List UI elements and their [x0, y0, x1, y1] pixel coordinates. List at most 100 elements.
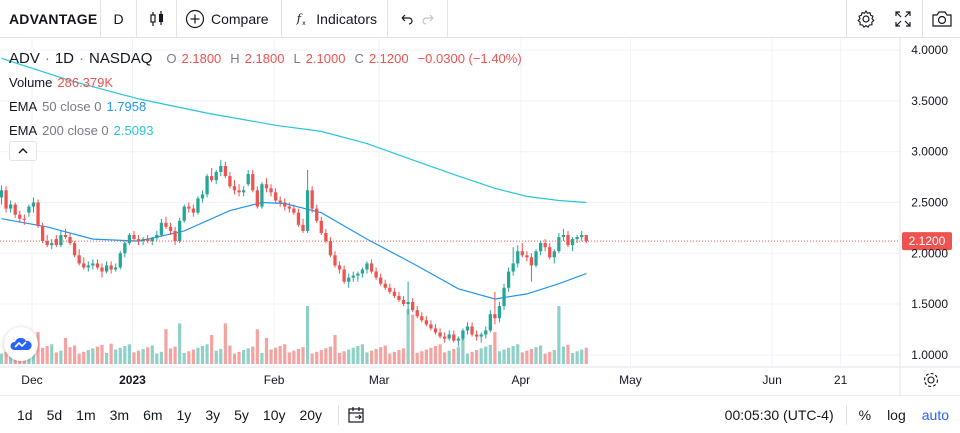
gear-icon: [856, 9, 875, 29]
candle-body: [191, 208, 196, 213]
fullscreen-button[interactable]: [884, 0, 922, 38]
volume-bar: [95, 346, 100, 364]
volume-bar: [401, 348, 406, 364]
volume-bar: [570, 352, 575, 364]
candle-body: [219, 165, 223, 173]
volume-bar: [36, 332, 40, 364]
settings-button[interactable]: [846, 0, 884, 38]
axis-settings-button[interactable]: [923, 372, 939, 388]
volume-bar: [100, 344, 104, 364]
volume-bar: [251, 346, 255, 364]
price-axis: 4.0000 3.5000 3.0000 2.5000 2.0000 1.5000 1.00…: [911, 43, 948, 362]
candle-body: [529, 257, 534, 266]
bottom-right-controls: 00:05:30 (UTC-4) % log auto: [717, 396, 960, 433]
time-tick-label: 21: [834, 373, 848, 387]
ema200-label: EMA: [9, 122, 38, 138]
legend-volume-row[interactable]: Volume 286.379K: [9, 70, 526, 94]
candle-body: [100, 267, 104, 272]
log-toggle[interactable]: log: [887, 406, 906, 423]
volume-bar: [415, 352, 419, 364]
tradingview-logo-button[interactable]: [4, 327, 38, 361]
volume-bar: [210, 335, 214, 364]
toolbar-right: [846, 0, 960, 38]
candle-body: [150, 238, 154, 242]
volume-bar: [356, 346, 360, 364]
volume-bar: [575, 351, 579, 364]
volume-bar: [552, 350, 556, 364]
range-20y[interactable]: 20y: [299, 406, 323, 423]
volume-bar: [548, 351, 552, 364]
volume-bar: [182, 352, 186, 364]
volume-bar: [429, 347, 433, 364]
volume-bar: [155, 353, 159, 364]
undo-icon[interactable]: [398, 11, 414, 27]
compare-button[interactable]: Compare: [177, 0, 282, 38]
timezone-clock[interactable]: 00:05:30 (UTC-4): [724, 406, 834, 423]
range-5d[interactable]: 5d: [46, 406, 63, 423]
go-to-date-icon[interactable]: [347, 406, 367, 424]
range-3y[interactable]: 3y: [205, 406, 221, 423]
candle-body: [369, 263, 374, 272]
candle-body: [168, 226, 173, 231]
symbol-search[interactable]: ADVANTAGE: [0, 0, 101, 38]
legend-ema50-row[interactable]: EMA 50 close 0 1.7958: [9, 94, 526, 118]
volume-bar: [461, 337, 465, 364]
range-1d[interactable]: 1d: [17, 406, 33, 423]
candle-body: [95, 263, 100, 268]
range-10y[interactable]: 10y: [262, 406, 286, 423]
candle-body: [72, 243, 77, 256]
redo-icon[interactable]: [421, 11, 437, 27]
range-3m[interactable]: 3m: [109, 406, 130, 423]
chart-type-button[interactable]: [137, 0, 177, 38]
auto-toggle[interactable]: auto: [921, 406, 949, 423]
volume-bar: [205, 344, 209, 364]
volume-bar: [146, 347, 150, 364]
volume-bar: [50, 344, 54, 364]
candle-body: [173, 230, 177, 242]
candle-body: [456, 338, 460, 341]
volume-bar: [260, 352, 264, 364]
candle-body: [401, 299, 406, 305]
candle-body: [420, 316, 424, 321]
volume-bar: [351, 347, 355, 364]
volume-bar: [114, 349, 118, 364]
candle-body: [374, 271, 378, 278]
legend-collapse-button[interactable]: [9, 141, 37, 161]
interval-selector[interactable]: D: [101, 0, 137, 38]
candle-body: [164, 222, 168, 227]
volume-bar: [479, 348, 483, 364]
candle-body: [397, 295, 401, 300]
volume-bar: [337, 352, 342, 364]
volume-bar: [580, 349, 584, 364]
volume-bar: [529, 348, 534, 364]
legend-main-row: ADV · 1D · NASDAQ O 2.1800 H 2.1800 L 2.100…: [9, 49, 522, 67]
candle-body: [136, 239, 141, 242]
volume-bar: [118, 347, 122, 364]
volume-bar: [200, 346, 205, 364]
last-price-line: 2.1200: [0, 232, 952, 251]
range-6m[interactable]: 6m: [143, 406, 163, 423]
volume-bar: [360, 344, 365, 364]
low-value: 2.1000: [305, 50, 346, 66]
legend-ema200-row[interactable]: EMA 200 close 0 2.5093: [9, 118, 526, 142]
range-1m[interactable]: 1m: [76, 406, 96, 423]
time-tick-label: Mar: [369, 373, 390, 387]
range-1y[interactable]: 1y: [176, 406, 192, 423]
percent-toggle[interactable]: %: [858, 406, 872, 423]
range-5y[interactable]: 5y: [234, 406, 249, 423]
price-tick-label: 4.0000: [911, 43, 948, 57]
volume-bar: [447, 350, 451, 364]
time-tick-label: 2023: [119, 373, 146, 387]
candle-body: [40, 225, 45, 242]
snapshot-button[interactable]: [922, 0, 960, 38]
volume-bar: [132, 352, 136, 364]
volume-bar: [63, 337, 68, 364]
volume-bar: [228, 345, 232, 364]
low-label: L: [293, 50, 301, 66]
price-tag-bg: [902, 232, 952, 251]
volume-bar: [173, 346, 177, 364]
volume-bar: [406, 308, 410, 364]
volume-bar: [433, 346, 438, 364]
